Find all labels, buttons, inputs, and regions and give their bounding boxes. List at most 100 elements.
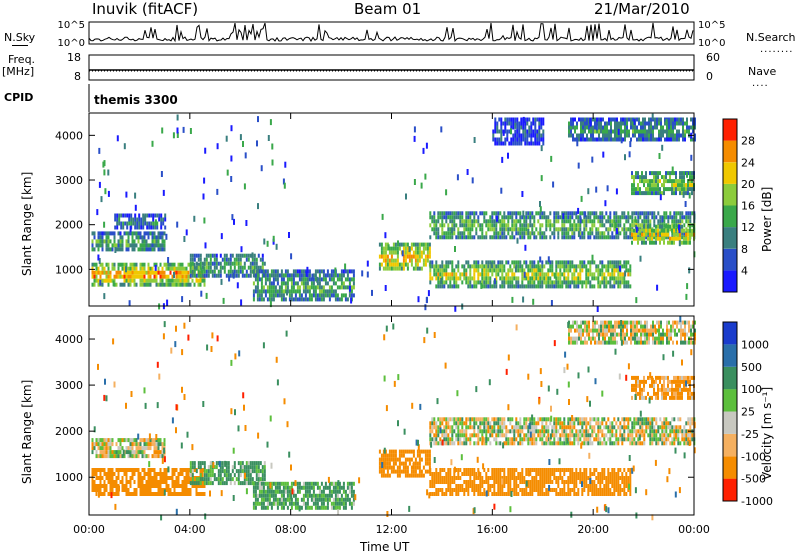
heatmap-cell (655, 240, 657, 245)
heatmap-cell (145, 480, 148, 484)
heatmap-cell (517, 219, 520, 224)
heatmap-cell (692, 121, 694, 126)
heatmap-cell (504, 129, 507, 134)
heatmap-cell (266, 240, 269, 247)
heatmap-cell (627, 227, 630, 232)
heatmap-cell (523, 271, 526, 278)
heatmap-cell (445, 272, 448, 277)
heatmap-cell (200, 290, 203, 297)
heatmap-cell (119, 274, 122, 279)
heatmap-cell (418, 258, 421, 263)
heatmap-cell (237, 253, 240, 258)
heatmap-cell (203, 282, 206, 287)
heatmap-cell (195, 481, 198, 486)
heatmap-cell (531, 223, 534, 228)
heatmap-cell (298, 489, 301, 494)
heatmap-cell (416, 242, 419, 247)
heatmap-cell (322, 297, 325, 302)
heatmap-cell (666, 133, 668, 138)
heatmap-cell (197, 262, 200, 267)
heatmap-cell (513, 488, 516, 492)
heatmap-cell (191, 465, 194, 470)
heatmap-cell (491, 284, 494, 289)
heatmap-cell (254, 273, 257, 278)
heatmap-cell (582, 129, 584, 134)
heatmap-cell (431, 437, 434, 442)
heatmap-cell (294, 505, 297, 510)
heatmap-cell (302, 501, 305, 506)
heatmap-cell (336, 293, 339, 298)
heatmap-cell (545, 272, 548, 277)
heatmap-cell (215, 273, 218, 278)
heatmap-cell (685, 236, 687, 241)
heatmap-cell (187, 492, 190, 496)
heatmap-cell (245, 461, 248, 466)
heatmap-cell (120, 221, 123, 226)
heatmap-cell (650, 121, 652, 126)
heatmap-cell (538, 117, 541, 122)
heatmap-cell (302, 493, 305, 498)
heatmap-cell (185, 480, 188, 484)
heatmap-cell (597, 276, 600, 281)
heatmap-cell (501, 223, 504, 228)
heatmap-cell (424, 173, 427, 180)
heatmap-cell (107, 262, 110, 267)
heatmap-cell (260, 497, 263, 502)
heatmap-cell (689, 228, 691, 233)
heatmap-cell (585, 280, 588, 285)
heatmap-cell (551, 231, 554, 236)
heatmap-cell (308, 269, 311, 274)
heatmap-cell (580, 133, 582, 138)
heatmap-cell (633, 191, 635, 196)
heatmap-cell (651, 183, 653, 188)
heatmap-cell (300, 273, 303, 278)
heatmap-cell (392, 250, 395, 255)
heatmap-cell (314, 481, 317, 486)
heatmap-cell (336, 493, 339, 498)
heatmap-cell (338, 505, 341, 510)
heatmap-cell (583, 472, 586, 476)
heatmap-cell (599, 211, 602, 216)
heatmap-cell (555, 215, 558, 220)
heatmap-cell (683, 183, 685, 188)
heatmap-cell (109, 450, 112, 455)
heatmap-cell (304, 277, 307, 282)
heatmap-cell (543, 211, 546, 216)
heatmap-cell (521, 264, 524, 269)
heatmap-cell (324, 485, 327, 490)
heatmap-cell (97, 243, 100, 248)
heatmap-cell (629, 272, 632, 277)
heatmap-cell (193, 465, 196, 470)
heatmap-cell (540, 125, 543, 130)
heatmap-cell (651, 215, 654, 220)
heatmap-cell (181, 266, 184, 271)
heatmap-cell (559, 272, 562, 277)
heatmap-cell (654, 121, 656, 126)
heatmap-cell (561, 231, 564, 236)
heatmap-cell (113, 492, 116, 496)
heatmap-cell (282, 497, 285, 502)
heatmap-cell (149, 446, 152, 451)
heatmap-cell (302, 289, 305, 294)
heatmap-cell (598, 121, 600, 126)
heatmap-cell (414, 262, 417, 267)
heatmap-cell (625, 235, 628, 240)
heatmap-cell (143, 488, 146, 492)
heatmap-cell (574, 137, 576, 142)
heatmap-cell (511, 280, 514, 285)
heatmap-cell (105, 476, 108, 480)
heatmap-cell (161, 270, 164, 275)
heatmap-cell (167, 282, 170, 287)
heatmap-cell (501, 488, 504, 492)
heatmap-cell (336, 297, 339, 302)
heatmap-cell (577, 476, 580, 480)
heatmap-cell (131, 262, 134, 267)
heatmap-cell (129, 225, 132, 232)
heatmap-cell (538, 121, 541, 126)
heatmap-cell (614, 133, 616, 138)
heatmap-cell (91, 231, 94, 236)
heatmap-cell (185, 476, 188, 480)
heatmap-cell (525, 223, 528, 228)
heatmap-cell (195, 265, 198, 270)
heatmap-cell (390, 246, 393, 251)
